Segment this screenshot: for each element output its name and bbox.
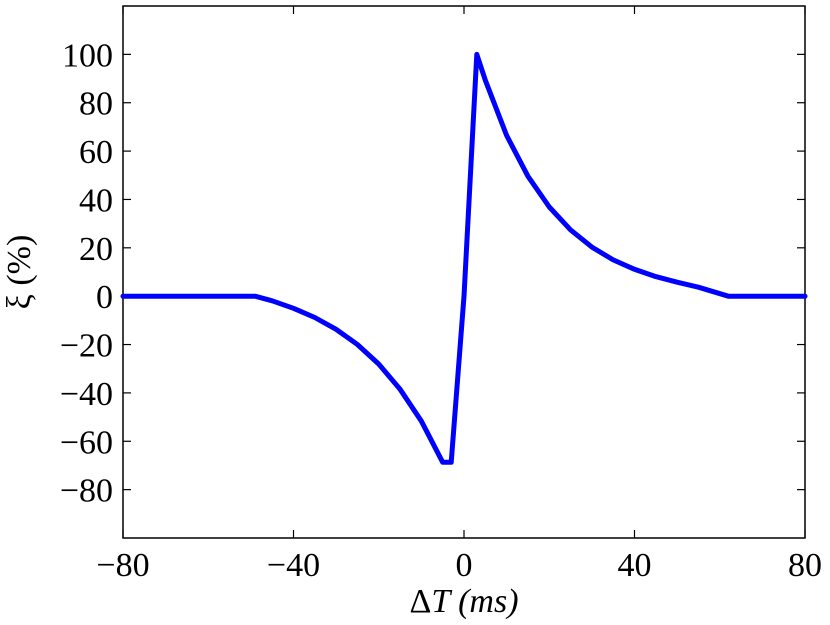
- y-tick-label: 0: [96, 279, 113, 316]
- x-tick-label: 40: [618, 547, 652, 584]
- series-line: [120, 51, 808, 465]
- y-axis: −80 −60 −40 −20 0 20 40 60 80 100: [60, 37, 805, 510]
- y-axis-label: ξ (%): [1, 235, 38, 310]
- y-tick-label: 20: [79, 231, 113, 268]
- y-tick-label: −80: [60, 473, 113, 510]
- y-tick-label: 60: [79, 134, 113, 171]
- y-tick-label: −20: [60, 328, 113, 365]
- y-tick-label: 100: [62, 37, 113, 74]
- x-tick-label: 0: [456, 547, 473, 584]
- y-tick-label: 40: [79, 182, 113, 219]
- y-tick-label: 80: [79, 86, 113, 123]
- x-axis-label-symbol: T: [431, 583, 452, 620]
- x-axis-label-delta: Δ: [409, 583, 431, 620]
- x-axis-label-unit: (ms): [450, 583, 519, 620]
- y-tick-label: −40: [60, 376, 113, 413]
- x-tick-label: −80: [96, 547, 149, 584]
- x-axis-label: ΔT (ms): [409, 583, 518, 620]
- series-group: [120, 51, 808, 465]
- y-tick-label: −60: [60, 424, 113, 461]
- x-tick-label: 80: [788, 547, 822, 584]
- x-axis: −80 −40 0 40 80: [96, 6, 822, 584]
- x-tick-label: −40: [267, 547, 320, 584]
